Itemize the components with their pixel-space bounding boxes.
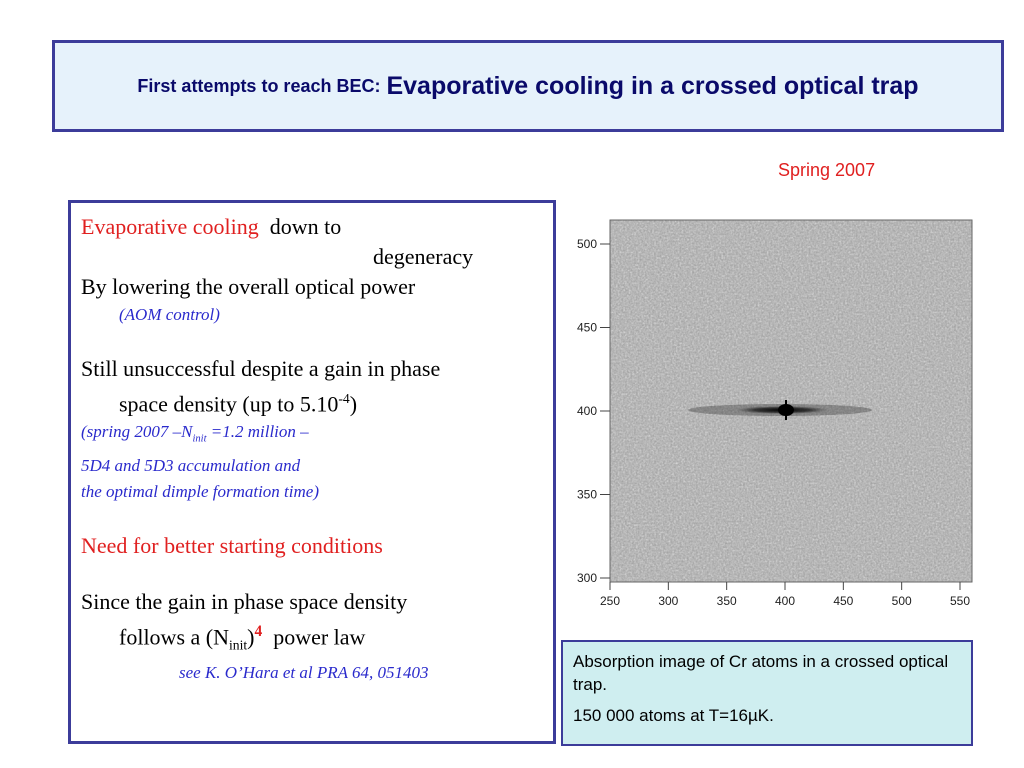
spring-text: (spring 2007 –Ninit =1.2 million – xyxy=(81,422,309,445)
still-line1: Still unsuccessful despite a gain in pha… xyxy=(81,356,441,381)
caption-box: Absorption image of Cr atoms in a crosse… xyxy=(561,640,973,746)
x-tick-label: 250 xyxy=(600,594,620,608)
y-tick-label: 400 xyxy=(577,404,597,418)
title-banner: First attempts to reach BEC: Evaporative… xyxy=(52,40,1004,132)
since-line2: follows a (Ninit)4 power law xyxy=(119,622,366,653)
caption-line1: Absorption image of Cr atoms in a crosse… xyxy=(573,652,949,694)
x-axis: 250 300 350 400 450 500 550 xyxy=(600,582,970,608)
need-text: Need for better starting conditions xyxy=(81,532,383,558)
dimple-text: the optimal dimple formation time) xyxy=(81,481,319,501)
x-tick-label: 400 xyxy=(775,594,795,608)
y-axis: 500 450 400 350 300 xyxy=(577,237,610,585)
image-noise xyxy=(610,220,972,582)
evap-rest: down to xyxy=(269,214,342,239)
reference-text: see K. O’Hara et al PRA 64, 051403 xyxy=(179,663,429,683)
accum-text: 5D4 and 5D3 accumulation and xyxy=(81,455,301,475)
y-tick-label: 500 xyxy=(577,237,597,251)
caption-line2: 150 000 atoms at T=16µK. xyxy=(573,706,774,725)
y-tick-label: 450 xyxy=(577,321,597,335)
y-tick-label: 350 xyxy=(577,488,597,502)
x-tick-label: 300 xyxy=(658,594,678,608)
still-line2: space density (up to 5.10-4) xyxy=(119,391,358,417)
lowering-text: By lowering the overall optical power xyxy=(81,274,416,299)
aom-text: (AOM control) xyxy=(119,305,220,324)
since-line1: Since the gain in phase space density xyxy=(81,588,408,614)
plot-frame xyxy=(609,219,973,583)
x-tick-label: 450 xyxy=(833,594,853,608)
content-panel: Evaporative cooling down to degeneracy B… xyxy=(68,200,556,744)
title-prefix: First attempts to reach BEC: xyxy=(137,75,381,96)
y-tick-label: 300 xyxy=(577,571,597,585)
title-main: Evaporative cooling in a crossed optical… xyxy=(386,71,919,100)
x-tick-label: 500 xyxy=(892,594,912,608)
evap-heading: Evaporative cooling xyxy=(81,214,259,239)
degeneracy-text: degeneracy xyxy=(373,244,474,269)
x-tick-label: 350 xyxy=(717,594,737,608)
x-tick-label: 550 xyxy=(950,594,970,608)
date-label: Spring 2007 xyxy=(778,160,876,180)
